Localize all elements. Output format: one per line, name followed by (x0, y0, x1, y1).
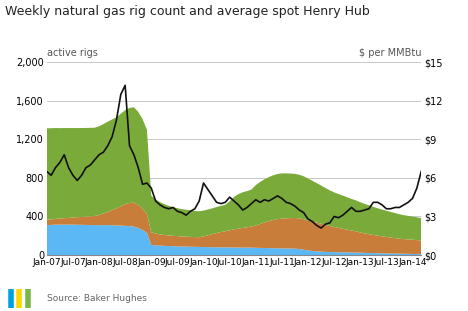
Text: active rigs: active rigs (47, 48, 98, 58)
Text: $ per MMBtu: $ per MMBtu (358, 48, 421, 58)
Text: Weekly natural gas rig count and average spot Henry Hub: Weekly natural gas rig count and average… (5, 5, 369, 18)
Text: Source: Baker Hughes: Source: Baker Hughes (47, 294, 146, 303)
